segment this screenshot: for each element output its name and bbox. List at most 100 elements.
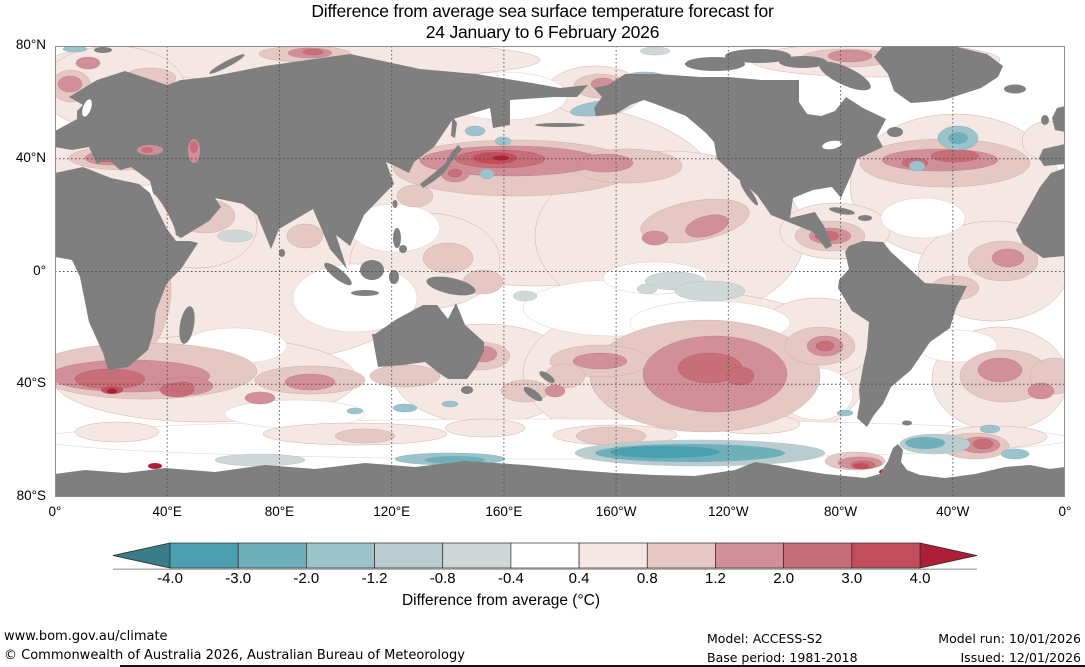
footer-model-block: Model: ACCESS-S2 Base period: 1981-2018 bbox=[707, 630, 858, 667]
colorbar-tick: 1.2 bbox=[705, 570, 726, 587]
footer-copyright: © Commonwealth of Australia 2026, Austra… bbox=[4, 647, 465, 663]
land-java bbox=[351, 290, 379, 296]
land-taiwan bbox=[392, 200, 398, 208]
land-falklands bbox=[902, 420, 912, 426]
hudson-bay bbox=[799, 86, 825, 110]
colorbar-segment bbox=[578, 542, 648, 569]
land-sulawesi bbox=[389, 270, 399, 284]
colorbar-segment bbox=[374, 542, 444, 569]
lon-tick-label: 40°W bbox=[936, 504, 970, 519]
colorbar-tick: 2.0 bbox=[773, 570, 795, 587]
land-africa bbox=[55, 167, 198, 370]
land-sakhalin bbox=[451, 116, 457, 138]
colorbar-under-arrow bbox=[112, 542, 171, 569]
latitude-axis: 80°N 40°N 0° 40°S 80°S bbox=[0, 0, 48, 667]
page-title-dates: 24 January to 6 February 2026 bbox=[425, 22, 660, 42]
colorbar-tick: 0.4 bbox=[568, 570, 590, 587]
land-arctic-island-2 bbox=[725, 49, 791, 63]
land-south-america bbox=[838, 241, 967, 427]
land-eurasia bbox=[55, 54, 588, 269]
lon-tick-label: 160°W bbox=[595, 504, 637, 519]
land-cuba bbox=[829, 207, 855, 215]
land-nz-south bbox=[523, 386, 543, 402]
colorbar-segment bbox=[169, 542, 239, 569]
caspian-sea-core bbox=[190, 141, 198, 153]
map-frame bbox=[55, 46, 1065, 497]
lon-tick-label: 0° bbox=[48, 504, 62, 519]
land-iceland bbox=[1004, 84, 1026, 94]
anomaly-cool-deep bbox=[610, 446, 720, 458]
great-lakes bbox=[822, 140, 842, 150]
colorbar-tick: -0.8 bbox=[429, 570, 456, 587]
lon-tick-label: 160°E bbox=[485, 504, 523, 519]
land-philippines bbox=[393, 228, 401, 248]
lat-tick-label: 80°N bbox=[15, 37, 46, 52]
land-tasmania bbox=[461, 386, 473, 394]
colorbar-over-arrow bbox=[919, 542, 978, 569]
land-iberia bbox=[1039, 144, 1065, 166]
lat-tick-label: 40°S bbox=[16, 375, 46, 391]
land-mindanao bbox=[399, 245, 407, 253]
colorbar-segment bbox=[306, 542, 375, 569]
land-borneo bbox=[360, 260, 384, 280]
lon-tick-label: 40°E bbox=[152, 504, 182, 519]
land-sri-lanka bbox=[279, 249, 285, 257]
footer-model-run: Model run: 10/01/2026 bbox=[938, 631, 1081, 646]
land-britain bbox=[1052, 106, 1065, 132]
colorbar-segment bbox=[783, 542, 853, 569]
colorbar-tick: -4.0 bbox=[157, 570, 183, 587]
footer-site-url: www.bom.gov.au/climate bbox=[4, 629, 168, 644]
black-sea-core bbox=[141, 147, 153, 153]
lat-tick-label: 0° bbox=[33, 262, 46, 278]
colorbar bbox=[112, 542, 978, 570]
colorbar-segment bbox=[442, 542, 512, 569]
land-nz-north bbox=[539, 371, 555, 383]
land-hispaniola bbox=[858, 215, 872, 221]
colorbar-segment bbox=[237, 542, 307, 569]
baltic-sea bbox=[82, 99, 92, 117]
land-svalbard bbox=[94, 47, 112, 53]
red-sea bbox=[152, 193, 176, 235]
colorbar-segment bbox=[715, 542, 784, 569]
colorbar-tick: -1.2 bbox=[361, 570, 388, 587]
colorbar-segment bbox=[510, 542, 580, 569]
land-greenland bbox=[874, 46, 1003, 103]
footer-model: Model: ACCESS-S2 bbox=[707, 631, 823, 646]
land-australia bbox=[372, 303, 484, 379]
colorbar-tick: -2.0 bbox=[293, 570, 320, 587]
lat-tick-label: 80°S bbox=[16, 488, 46, 503]
colorbar-tick: 4.0 bbox=[909, 570, 931, 587]
land-arctic-island-3 bbox=[779, 56, 827, 68]
land-japan bbox=[420, 145, 462, 188]
land-west-africa bbox=[1016, 168, 1065, 258]
lon-tick-label: 120°E bbox=[373, 504, 411, 519]
page-title: Difference from average sea surface temp… bbox=[311, 1, 774, 21]
land-novaya-zemlya bbox=[209, 54, 245, 74]
land-masses bbox=[55, 46, 1065, 497]
sst-anomaly-map bbox=[32, 39, 1081, 497]
land-antarctica bbox=[55, 444, 1065, 497]
bottom-border-line bbox=[120, 665, 1085, 667]
colorbar-tick: 0.8 bbox=[636, 570, 658, 587]
land-baffin bbox=[819, 61, 871, 91]
lon-tick-label: 120°W bbox=[707, 504, 749, 519]
land-sumatra bbox=[324, 262, 352, 286]
footer-base-period: Base period: 1981-2018 bbox=[707, 649, 858, 665]
land-baja bbox=[740, 180, 758, 206]
lon-tick-label: 80°W bbox=[823, 504, 858, 519]
land-arctic-island-1 bbox=[685, 57, 745, 71]
lon-tick-label: 80°E bbox=[264, 504, 295, 519]
lon-tick-label: 0° bbox=[1058, 504, 1072, 519]
colorbar-label: Difference from average (°C) bbox=[401, 592, 600, 609]
colorbar-segment bbox=[646, 542, 716, 569]
land-north-america bbox=[594, 74, 886, 249]
inland-water-overlays bbox=[82, 86, 842, 235]
footer-left: www.bom.gov.au/climate © Commonwealth of… bbox=[4, 628, 465, 666]
colorbar-tick: -0.4 bbox=[497, 570, 524, 587]
land-madagascar bbox=[179, 306, 195, 344]
lat-tick-label: 40°N bbox=[15, 149, 46, 165]
colorbar-tick: 3.0 bbox=[841, 570, 863, 587]
map-plot-area bbox=[32, 39, 1081, 497]
colorbar-segment bbox=[851, 542, 921, 569]
